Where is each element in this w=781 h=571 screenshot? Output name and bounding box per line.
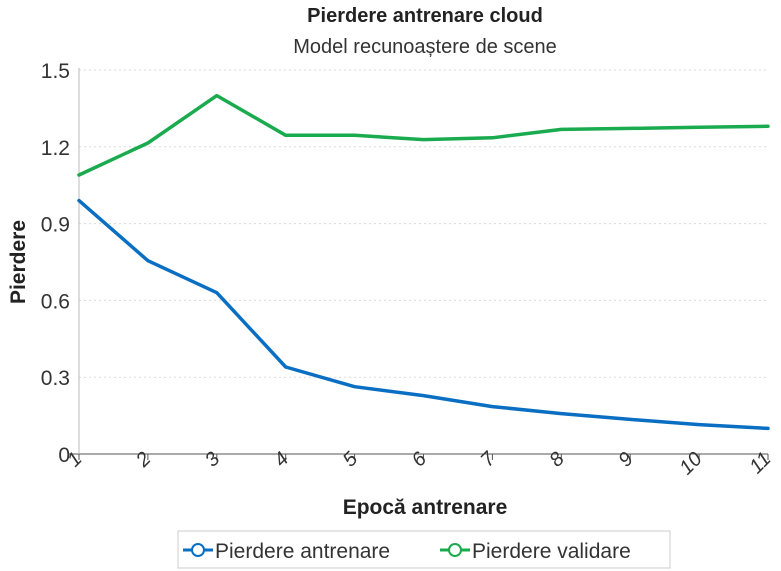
x-tick-label: 2: [131, 448, 155, 472]
x-tick-label: 6: [408, 447, 432, 471]
legend-item-validation[interactable]: Pierdere validare: [440, 540, 631, 563]
y-tick-label: 0.3: [41, 367, 70, 390]
series-line-validation[interactable]: [77, 93, 770, 177]
x-tick-label: 3: [201, 448, 224, 471]
x-tick-label: 9: [614, 448, 637, 471]
x-axis-label: Epocă antrenare: [343, 496, 508, 519]
legend-box: [177, 530, 671, 569]
y-tick-label: 0: [58, 444, 70, 467]
x-tick-label: 7: [477, 447, 501, 471]
y-tick-label: 1.5: [41, 60, 70, 83]
axes: 0 0.3 0.6 0.9 1.2 1.5 1 2 3 4 5 6 7 8 9 10 11: [41, 60, 776, 479]
x-tick-label: 4: [270, 448, 293, 471]
legend: Pierdere antrenare Pierdere validare: [177, 530, 671, 569]
x-tick-label: 5: [339, 447, 363, 471]
x-tick-label: 11: [745, 448, 775, 478]
y-axis-label: Pierdere: [7, 220, 30, 304]
legend-item-train[interactable]: Pierdere antrenare: [183, 540, 390, 563]
series-line-train[interactable]: [77, 198, 770, 431]
x-tick-label: 8: [545, 448, 568, 471]
legend-marker-train: [191, 543, 205, 557]
y-tick-label: 0.6: [41, 290, 70, 313]
legend-label-train: Pierdere antrenare: [215, 540, 390, 563]
chart-subtitle: Model recunoaștere de scene: [293, 36, 557, 58]
chart-title: Pierdere antrenare cloud: [307, 5, 543, 27]
x-tick-label: 1: [63, 448, 86, 471]
y-tick-label: 0.9: [41, 214, 70, 237]
grid-lines: [79, 69, 768, 378]
legend-label-validation: Pierdere validare: [472, 540, 631, 563]
y-tick-label: 1.2: [41, 137, 70, 160]
x-tick-label: 10: [675, 448, 706, 479]
series-lines: [77, 93, 770, 431]
legend-marker-validation: [448, 543, 462, 557]
